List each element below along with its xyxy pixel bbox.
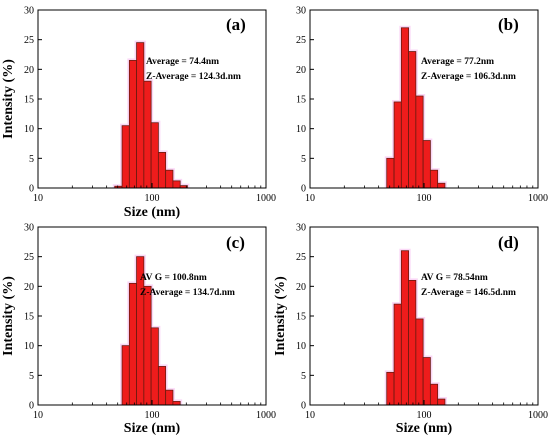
y-tick-label: 10 <box>24 341 34 352</box>
x-tick-label: 100 <box>145 410 160 421</box>
x-tick-label: 100 <box>417 410 432 421</box>
histogram-bar <box>422 140 431 189</box>
annotation: Z-Average = 134.7d.nm <box>140 288 235 298</box>
panel-letter: (b) <box>498 15 519 34</box>
y-tick-label: 25 <box>24 35 34 46</box>
x-tick-label: 100 <box>417 193 432 204</box>
panel-letter: (d) <box>498 233 519 252</box>
x-axis-label: Size (nm) <box>396 421 453 436</box>
histogram-bar <box>422 357 431 406</box>
histogram-bar <box>150 327 159 406</box>
histogram-bar <box>128 282 138 406</box>
panel-3: 0 5 10 15 20 25 30 10 100 1000 Size (nm) Intensity … <box>273 223 548 437</box>
y-tick-label: 10 <box>296 341 306 352</box>
panel-2: 0 5 10 15 20 25 30 10 100 1000 Size (nm) Intensity … <box>1 223 276 437</box>
histogram-bar <box>386 371 395 406</box>
y-tick-label: 20 <box>296 282 306 293</box>
panel-0: 0 5 10 15 20 25 30 10 100 1000 Size (nm) Intensity … <box>1 6 276 221</box>
histogram-bar <box>121 125 130 189</box>
x-tick-label: 1000 <box>528 410 548 421</box>
y-tick-label: 0 <box>29 184 34 195</box>
x-tick-label: 10 <box>33 410 43 421</box>
x-tick-label: 1000 <box>256 410 276 421</box>
histogram-bar <box>400 250 410 406</box>
histogram-bar <box>429 383 439 406</box>
y-tick-label: 5 <box>29 154 34 165</box>
y-tick-label: 5 <box>301 371 306 382</box>
x-tick-label: 1000 <box>256 193 276 204</box>
y-tick-label: 30 <box>296 6 306 17</box>
y-tick-label: 10 <box>24 124 34 135</box>
y-axis-label: Intensity (%) <box>273 276 288 356</box>
histogram-bar <box>437 398 446 406</box>
y-tick-label: 15 <box>296 95 306 106</box>
histogram-bar <box>429 169 439 189</box>
histogram-bar <box>400 27 410 189</box>
annotation: Average = 77.2nm <box>421 57 494 67</box>
annotation: Average = 74.4nm <box>146 57 219 67</box>
histogram-bar <box>415 318 424 406</box>
histogram-bar <box>165 169 174 189</box>
y-tick-label: 20 <box>296 65 306 76</box>
y-tick-label: 30 <box>296 223 306 234</box>
histogram-bar <box>136 42 145 189</box>
x-tick-label: 1000 <box>528 193 548 204</box>
histogram-bar <box>172 401 181 406</box>
histogram-bar <box>393 303 402 406</box>
y-axis-label: Intensity (%) <box>1 276 16 356</box>
x-tick-label: 100 <box>145 193 160 204</box>
y-tick-label: 10 <box>296 124 306 135</box>
y-tick-label: 15 <box>24 95 34 106</box>
histogram-bar <box>165 389 174 406</box>
x-tick-label: 10 <box>305 193 315 204</box>
x-axis-label: Size (nm) <box>124 421 181 436</box>
histogram-bar <box>128 60 138 189</box>
annotation: Z-Average = 106.3d.nm <box>421 72 516 82</box>
y-tick-label: 15 <box>24 312 34 323</box>
y-tick-label: 25 <box>296 35 306 46</box>
y-tick-label: 25 <box>24 252 34 263</box>
histogram-bar <box>121 345 130 406</box>
histogram-bar <box>415 95 424 189</box>
x-tick-label: 10 <box>305 410 315 421</box>
y-tick-label: 20 <box>24 282 34 293</box>
histogram-bar <box>143 285 152 406</box>
y-tick-label: 5 <box>29 371 34 382</box>
annotation: AV G = 100.8nm <box>140 273 207 283</box>
annotation: Z-Average = 146.5d.nm <box>421 288 516 298</box>
histogram-bar <box>393 101 402 189</box>
y-tick-label: 25 <box>296 252 306 263</box>
x-tick-label: 10 <box>33 193 43 204</box>
y-tick-label: 5 <box>301 154 306 165</box>
y-tick-label: 0 <box>301 401 306 412</box>
histogram-bar <box>157 366 167 406</box>
annotation: AV G = 78.54nm <box>421 273 488 283</box>
annotation: Z-Average = 124.3d.nm <box>146 72 241 82</box>
y-tick-label: 0 <box>29 401 34 412</box>
histogram-bar <box>408 51 417 189</box>
y-tick-label: 30 <box>24 6 34 17</box>
y-tick-label: 30 <box>24 223 34 234</box>
panel-letter: (a) <box>226 15 246 34</box>
histogram-bar <box>143 80 152 189</box>
histogram-bar <box>172 180 181 189</box>
histogram-bar <box>437 182 446 189</box>
histogram-bar <box>150 122 159 189</box>
histogram-bar <box>408 279 417 406</box>
panel-1: 0 5 10 15 20 25 30 10 100 1000 (b) Average = 77.2nm… <box>296 6 548 205</box>
histogram-bar <box>157 151 167 189</box>
y-tick-label: 0 <box>301 184 306 195</box>
panel-letter: (c) <box>226 233 245 252</box>
x-axis-label: Size (nm) <box>124 205 181 220</box>
y-tick-label: 15 <box>296 312 306 323</box>
y-axis-label: Intensity (%) <box>1 59 16 139</box>
histogram-bar <box>386 157 395 189</box>
y-tick-label: 20 <box>24 65 34 76</box>
